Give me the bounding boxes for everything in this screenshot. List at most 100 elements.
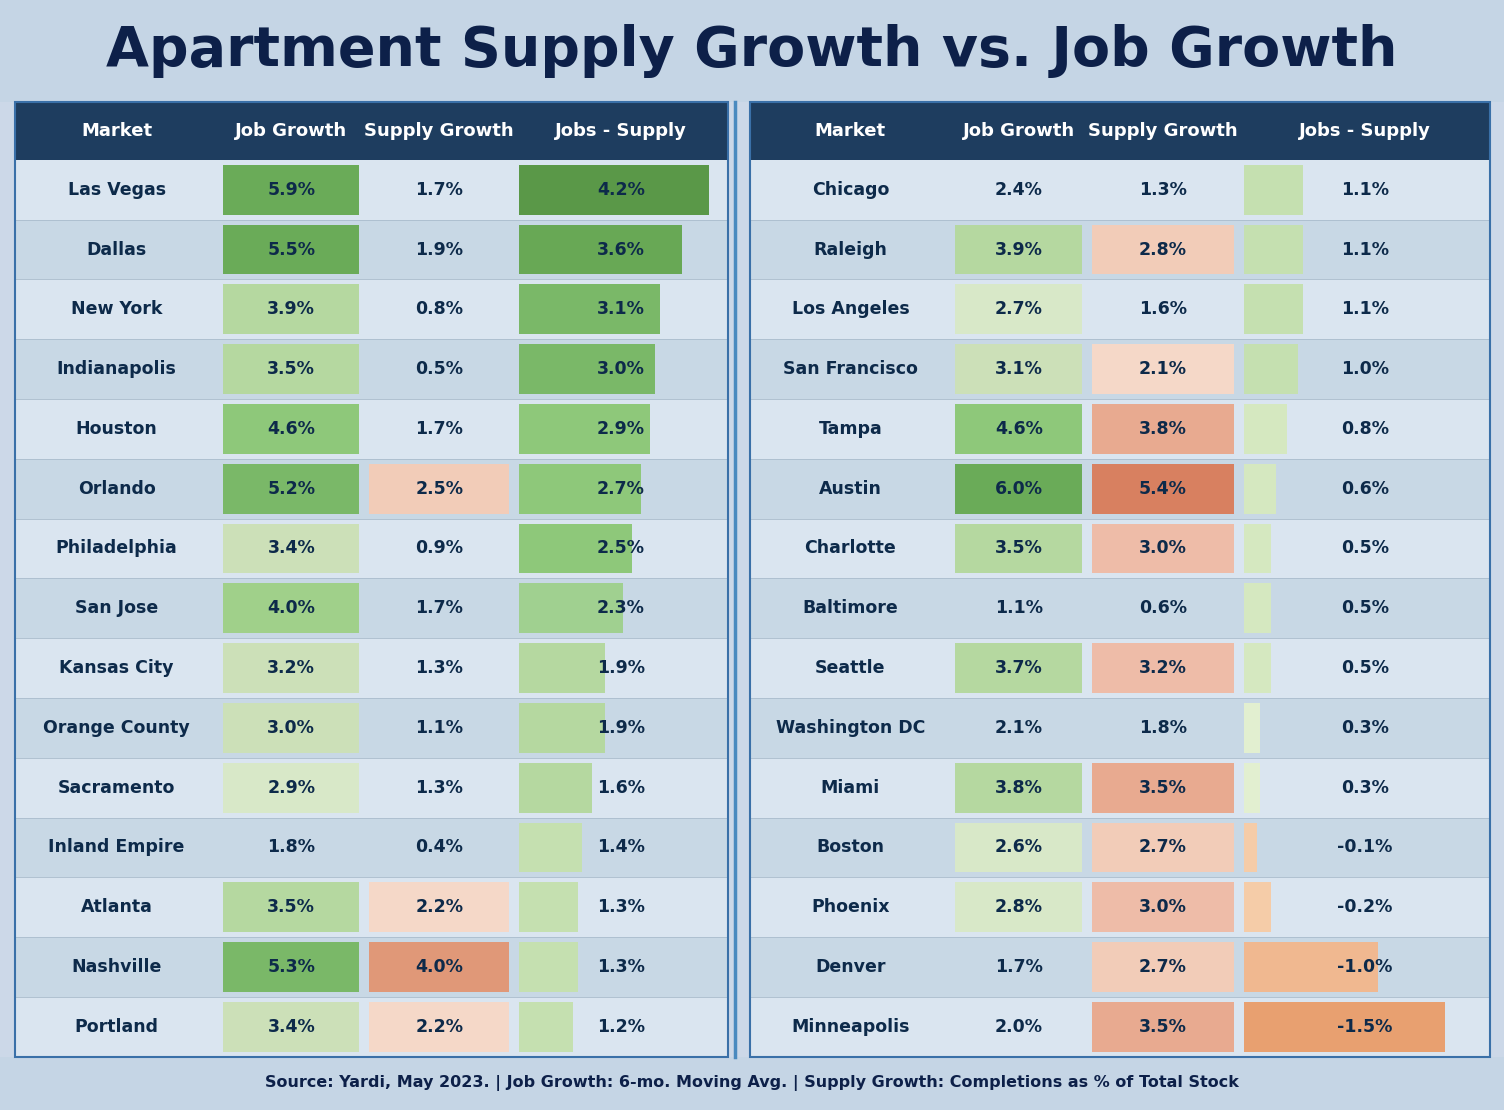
FancyBboxPatch shape: [519, 823, 582, 872]
Text: 3.1%: 3.1%: [994, 360, 1042, 379]
Text: 1.1%: 1.1%: [1340, 241, 1388, 259]
Text: 4.6%: 4.6%: [268, 420, 316, 438]
FancyBboxPatch shape: [750, 518, 1490, 578]
FancyBboxPatch shape: [1244, 524, 1271, 574]
Text: 1.1%: 1.1%: [1340, 181, 1388, 199]
FancyBboxPatch shape: [519, 1002, 573, 1051]
Text: 1.8%: 1.8%: [1139, 719, 1187, 737]
Text: 1.3%: 1.3%: [597, 898, 645, 916]
Text: 3.8%: 3.8%: [994, 778, 1042, 797]
Text: 2.6%: 2.6%: [994, 838, 1042, 857]
FancyBboxPatch shape: [1244, 224, 1302, 274]
Text: 3.5%: 3.5%: [268, 360, 316, 379]
FancyBboxPatch shape: [1092, 763, 1233, 813]
FancyBboxPatch shape: [223, 344, 359, 394]
Text: 1.8%: 1.8%: [268, 838, 316, 857]
Text: 1.7%: 1.7%: [994, 958, 1042, 976]
FancyBboxPatch shape: [223, 284, 359, 334]
Text: San Jose: San Jose: [75, 599, 158, 617]
FancyBboxPatch shape: [1092, 404, 1233, 454]
FancyBboxPatch shape: [519, 763, 591, 813]
Text: 1.9%: 1.9%: [597, 659, 645, 677]
Text: 1.3%: 1.3%: [415, 659, 463, 677]
Text: 2.8%: 2.8%: [1139, 241, 1187, 259]
FancyBboxPatch shape: [1244, 882, 1271, 932]
Text: 0.6%: 0.6%: [1340, 480, 1388, 497]
FancyBboxPatch shape: [1092, 224, 1233, 274]
FancyBboxPatch shape: [1092, 942, 1233, 992]
FancyBboxPatch shape: [750, 398, 1490, 458]
Text: Las Vegas: Las Vegas: [68, 181, 165, 199]
Text: 0.5%: 0.5%: [1340, 599, 1388, 617]
Text: 1.1%: 1.1%: [1340, 301, 1388, 319]
Text: 3.1%: 3.1%: [597, 301, 645, 319]
FancyBboxPatch shape: [1244, 165, 1302, 214]
FancyBboxPatch shape: [370, 464, 508, 514]
FancyBboxPatch shape: [223, 464, 359, 514]
FancyBboxPatch shape: [370, 1002, 508, 1051]
Text: 5.3%: 5.3%: [268, 958, 316, 976]
Text: 1.3%: 1.3%: [597, 958, 645, 976]
Text: 2.1%: 2.1%: [994, 719, 1042, 737]
Text: 3.9%: 3.9%: [268, 301, 316, 319]
FancyBboxPatch shape: [1244, 703, 1260, 753]
Text: 3.0%: 3.0%: [1139, 898, 1187, 916]
Text: 5.2%: 5.2%: [268, 480, 316, 497]
Text: Miami: Miami: [821, 778, 880, 797]
FancyBboxPatch shape: [223, 224, 359, 274]
Text: 2.7%: 2.7%: [1139, 838, 1187, 857]
FancyBboxPatch shape: [1092, 344, 1233, 394]
FancyBboxPatch shape: [1092, 464, 1233, 514]
FancyBboxPatch shape: [1092, 524, 1233, 574]
FancyBboxPatch shape: [1244, 942, 1378, 992]
Text: 2.9%: 2.9%: [597, 420, 645, 438]
Text: -1.0%: -1.0%: [1337, 958, 1393, 976]
Text: Minneapolis: Minneapolis: [791, 1018, 910, 1036]
Text: 3.7%: 3.7%: [994, 659, 1042, 677]
Text: -0.2%: -0.2%: [1337, 898, 1393, 916]
FancyBboxPatch shape: [955, 344, 1083, 394]
Text: 2.4%: 2.4%: [994, 181, 1042, 199]
FancyBboxPatch shape: [750, 280, 1490, 340]
FancyBboxPatch shape: [1244, 1002, 1445, 1051]
Text: 3.8%: 3.8%: [1139, 420, 1187, 438]
FancyBboxPatch shape: [15, 220, 728, 280]
FancyBboxPatch shape: [1244, 404, 1287, 454]
FancyBboxPatch shape: [223, 165, 359, 214]
Text: Jobs - Supply: Jobs - Supply: [1299, 122, 1430, 140]
FancyBboxPatch shape: [1092, 823, 1233, 872]
Text: 1.3%: 1.3%: [415, 778, 463, 797]
Text: Seattle: Seattle: [815, 659, 886, 677]
FancyBboxPatch shape: [955, 464, 1083, 514]
Text: 3.5%: 3.5%: [268, 898, 316, 916]
Text: Tampa: Tampa: [818, 420, 883, 438]
Text: 1.6%: 1.6%: [1139, 301, 1187, 319]
Text: 2.8%: 2.8%: [994, 898, 1042, 916]
FancyBboxPatch shape: [15, 102, 728, 160]
FancyBboxPatch shape: [955, 763, 1083, 813]
FancyBboxPatch shape: [223, 942, 359, 992]
Text: 2.2%: 2.2%: [415, 898, 463, 916]
Text: Atlanta: Atlanta: [81, 898, 152, 916]
FancyBboxPatch shape: [15, 937, 728, 997]
Text: Orlando: Orlando: [78, 480, 155, 497]
Text: 2.9%: 2.9%: [268, 778, 316, 797]
Text: Boston: Boston: [817, 838, 884, 857]
Text: 1.3%: 1.3%: [1139, 181, 1187, 199]
Text: 1.1%: 1.1%: [994, 599, 1042, 617]
FancyBboxPatch shape: [955, 882, 1083, 932]
Text: Job Growth: Job Growth: [235, 122, 347, 140]
Text: San Francisco: San Francisco: [784, 360, 917, 379]
Text: Job Growth: Job Growth: [963, 122, 1075, 140]
Text: Indianapolis: Indianapolis: [57, 360, 176, 379]
Text: Baltimore: Baltimore: [803, 599, 898, 617]
FancyBboxPatch shape: [1244, 823, 1257, 872]
Text: Chicago: Chicago: [812, 181, 889, 199]
FancyBboxPatch shape: [955, 224, 1083, 274]
Text: 0.3%: 0.3%: [1340, 778, 1388, 797]
Text: 1.2%: 1.2%: [597, 1018, 645, 1036]
Text: 4.2%: 4.2%: [597, 181, 645, 199]
FancyBboxPatch shape: [750, 578, 1490, 638]
FancyBboxPatch shape: [0, 0, 1504, 102]
FancyBboxPatch shape: [519, 643, 605, 693]
